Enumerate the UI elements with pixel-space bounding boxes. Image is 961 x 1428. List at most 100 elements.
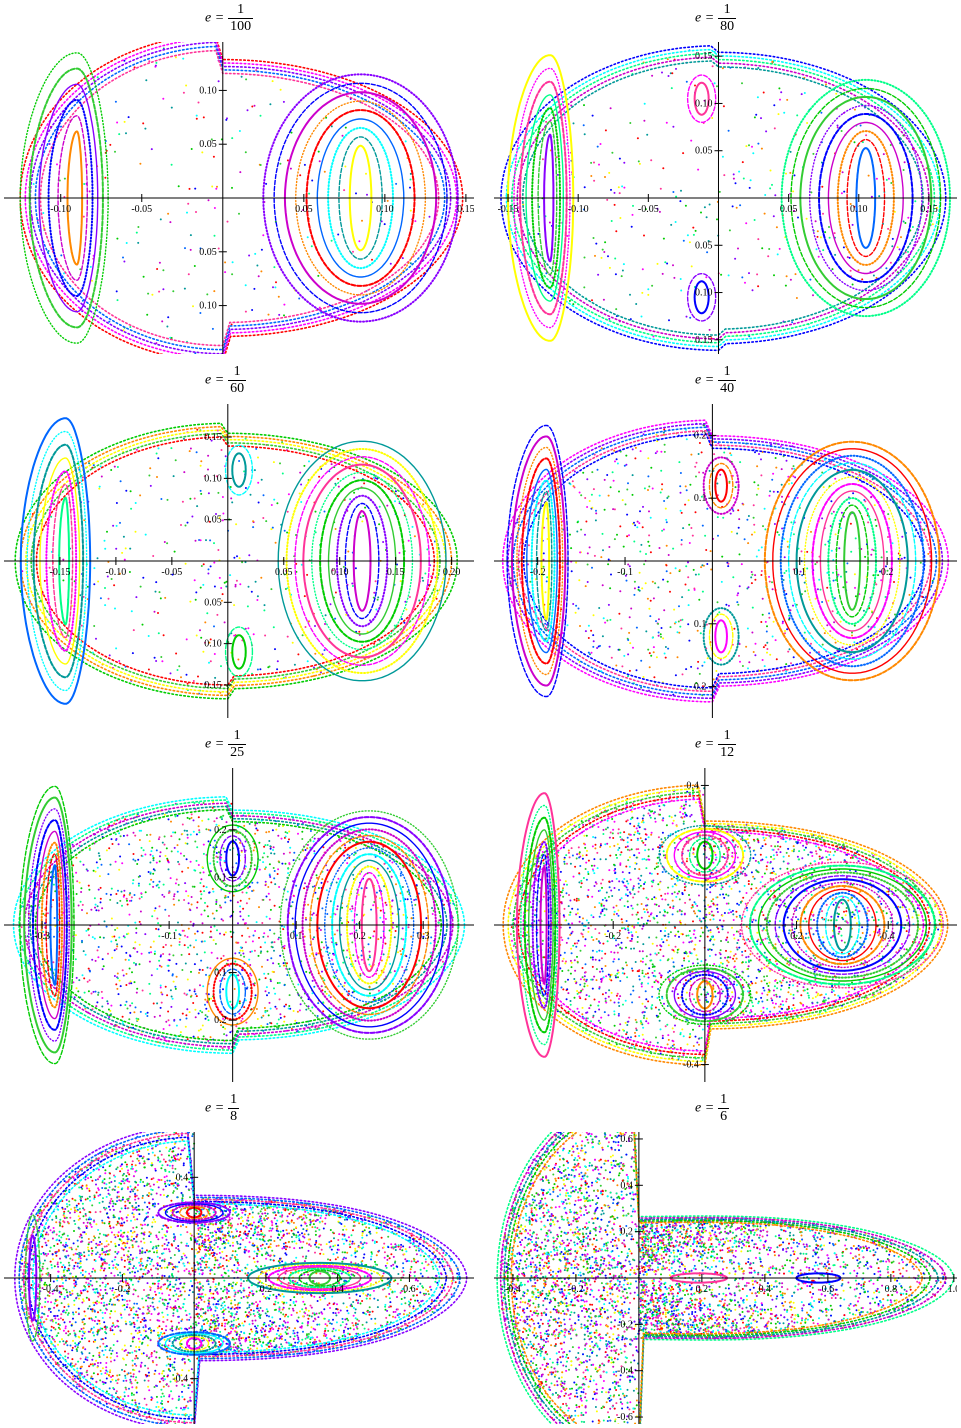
sea-point (242, 907, 245, 910)
sea-point (219, 906, 222, 909)
sea-point (341, 906, 344, 909)
sea-point (279, 88, 282, 91)
sea-point (548, 221, 551, 224)
y-tick-label: 0.10 (204, 473, 222, 484)
sea-point (545, 120, 548, 123)
sea-point (75, 482, 78, 485)
sea-point (665, 521, 668, 524)
sea-point (295, 562, 298, 565)
sea-point (126, 903, 129, 906)
sea-point (698, 442, 701, 444)
sea-point (627, 653, 630, 656)
sea-point (675, 67, 677, 70)
sea-point (839, 620, 842, 623)
sea-point (193, 963, 196, 966)
sea-point (158, 290, 161, 293)
sea-point (97, 909, 100, 912)
sea-point (835, 92, 838, 95)
sea-point (184, 934, 186, 937)
sea-point (147, 635, 150, 637)
sea-point (149, 484, 152, 487)
sea-point (730, 454, 733, 457)
sea-point (203, 951, 206, 954)
sea-point (399, 892, 402, 895)
sea-point (755, 493, 758, 496)
sea-point (368, 963, 371, 966)
sea-point (542, 558, 545, 561)
sea-point (122, 535, 125, 538)
sea-point (736, 594, 739, 597)
sea-point (345, 613, 348, 616)
sea-point (129, 892, 132, 895)
sea-point (727, 902, 730, 905)
sea-point (688, 793, 691, 796)
sea-point (109, 898, 112, 901)
sea-point (641, 291, 644, 294)
sea-point (689, 316, 692, 319)
sea-point (109, 143, 112, 146)
sea-point (184, 247, 186, 250)
sea-point (660, 627, 663, 629)
sea-point (77, 904, 80, 907)
sea-point (760, 546, 763, 549)
sea-point (336, 477, 339, 480)
sea-point (122, 974, 125, 977)
sea-point (893, 210, 896, 213)
sea-point (174, 831, 177, 834)
sea-point (329, 996, 332, 999)
sea-point (283, 944, 286, 947)
sea-point (105, 849, 108, 852)
sea-point (239, 841, 242, 844)
sea-point (648, 652, 651, 655)
sea-point (373, 843, 376, 845)
sea-point (105, 925, 108, 928)
sea-point (253, 864, 256, 867)
sea-point (264, 880, 267, 883)
sea-point (184, 1025, 187, 1028)
sea-point (186, 842, 189, 845)
sea-point (657, 631, 660, 634)
sea-point (190, 816, 193, 819)
sea-point (621, 185, 624, 188)
sea-point (204, 641, 206, 644)
sea-point (687, 934, 690, 937)
sea-point (258, 906, 260, 909)
sea-point (683, 883, 686, 885)
sea-point (248, 958, 251, 961)
sea-point (151, 915, 154, 918)
sea-point (685, 80, 688, 83)
sea-point (602, 298, 605, 301)
sea-point (632, 204, 634, 207)
sea-point (806, 567, 809, 570)
sea-point (587, 651, 590, 654)
sea-point (639, 510, 641, 513)
sea-point (750, 947, 752, 950)
sea-point (157, 922, 160, 925)
sea-point (330, 125, 333, 128)
sea-point (654, 582, 657, 585)
sea-point (247, 914, 250, 917)
sea-point (287, 840, 290, 843)
sea-point (308, 460, 310, 463)
sea-point (75, 856, 78, 859)
sea-point (331, 958, 334, 961)
sea-point (300, 563, 303, 566)
sea-point (223, 970, 226, 973)
sea-point (92, 464, 95, 467)
sea-point (600, 556, 603, 559)
sea-point (596, 468, 599, 471)
sea-point (114, 860, 117, 863)
sea-point (422, 503, 425, 506)
sea-point (629, 293, 631, 296)
sea-point (626, 535, 629, 538)
sea-point (176, 669, 179, 671)
sea-point (663, 934, 666, 937)
sea-point (124, 958, 127, 961)
sea-point (274, 992, 277, 995)
sea-point (664, 507, 667, 510)
sea-point (225, 1034, 228, 1037)
sea-point (113, 975, 116, 977)
sea-point (97, 991, 100, 994)
sea-point (173, 550, 176, 553)
sea-point (268, 1001, 271, 1004)
